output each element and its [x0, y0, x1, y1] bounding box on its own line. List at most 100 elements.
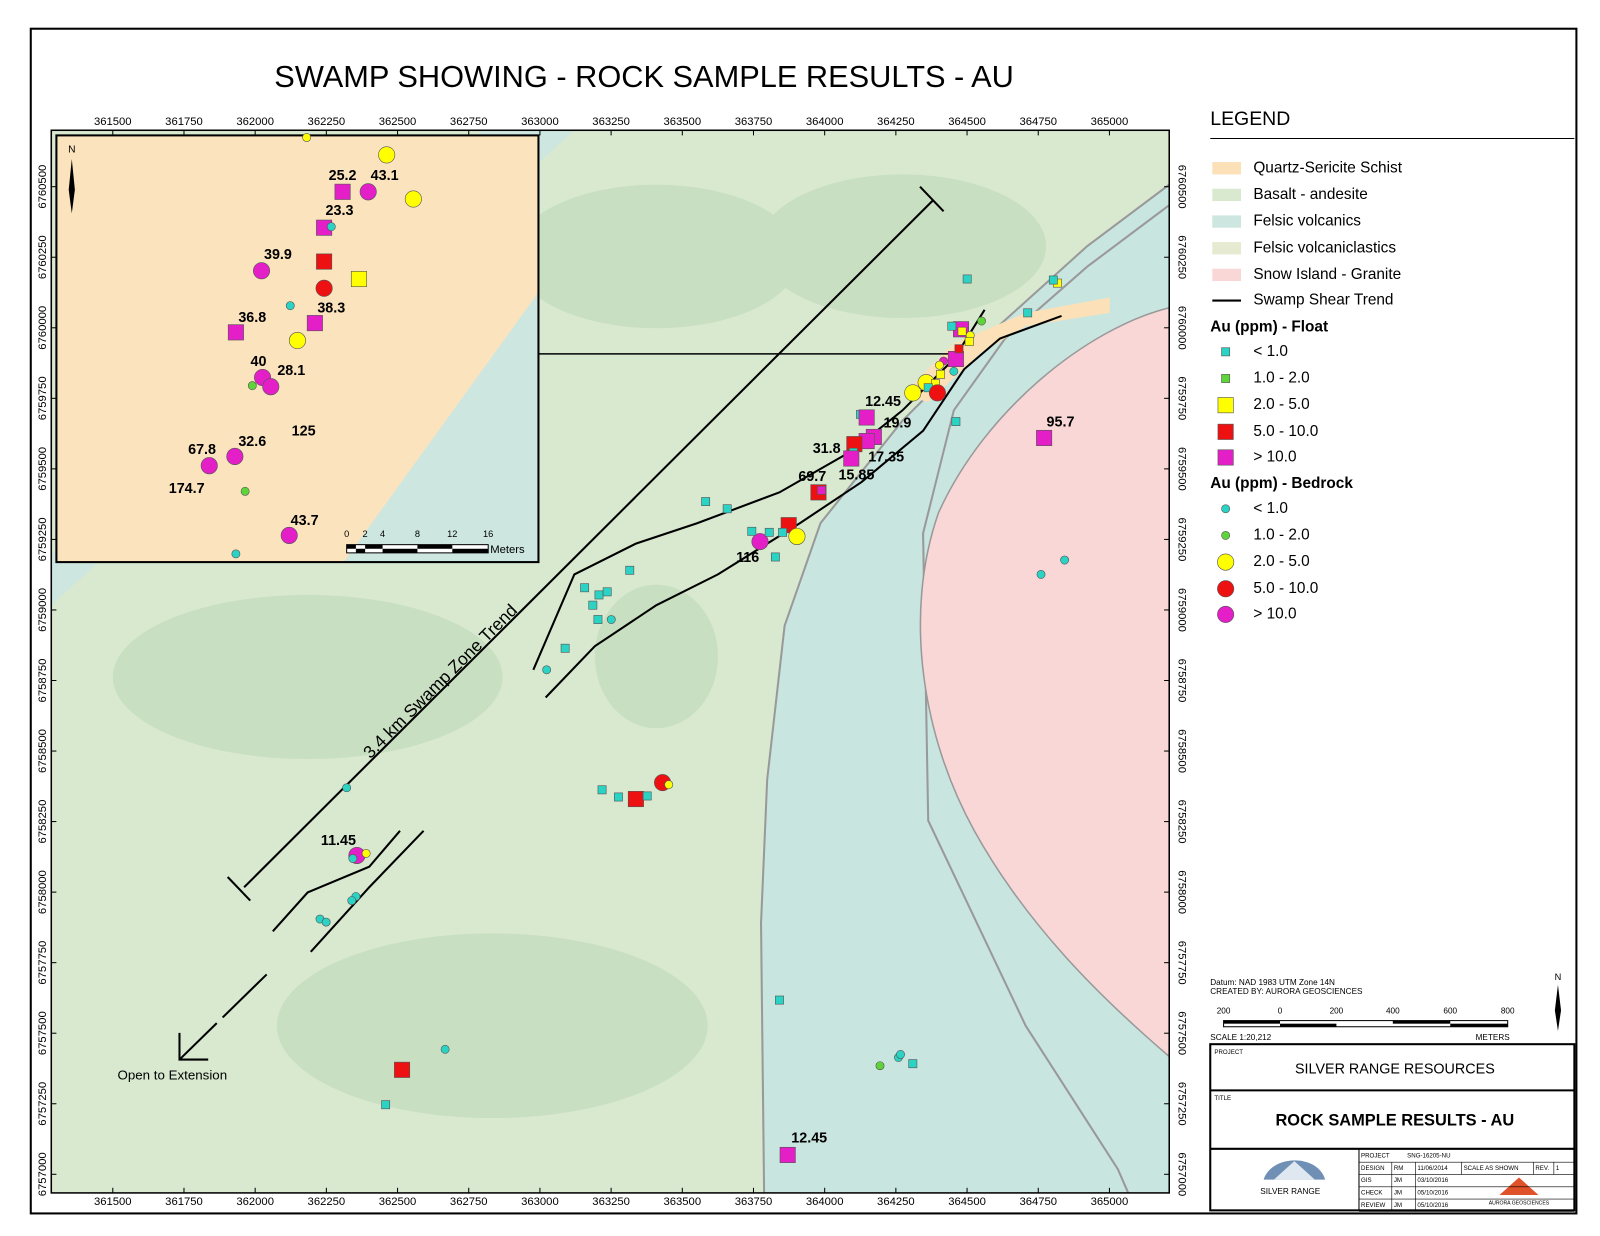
y-tick-label: 6760000 — [37, 306, 49, 350]
inset-sample-label: 23.3 — [326, 203, 354, 219]
float-sample — [306, 315, 323, 332]
bedrock-sample — [949, 366, 959, 376]
legend-label: 1.0 - 2.0 — [1253, 370, 1309, 387]
bedrock-sample — [1060, 555, 1070, 565]
float-sample — [764, 527, 774, 537]
sample-label: 116 — [736, 550, 759, 566]
float-sample — [334, 183, 351, 200]
inset-sample-label: 174.7 — [169, 481, 205, 497]
quartz-sericite-schist — [902, 297, 1110, 403]
table-cell: 05/10/2016 — [1417, 1202, 1448, 1209]
float-sample — [1221, 374, 1231, 383]
table-cell: 05/10/2016 — [1417, 1190, 1448, 1197]
x-tick-label: 365000 — [1091, 116, 1129, 128]
sample-label: 95.7 — [1047, 414, 1075, 430]
float-sample — [779, 1146, 796, 1163]
shear-line — [310, 830, 425, 953]
y-tick-label: 6758500 — [1176, 729, 1188, 773]
float-sample — [701, 497, 711, 506]
table-cell: REVIEW — [1361, 1202, 1385, 1209]
x-tick-label: 364750 — [1019, 116, 1057, 128]
legend-label: Snow Island - Granite — [1253, 266, 1401, 283]
table-cell: GIS — [1361, 1177, 1372, 1184]
bedrock-sample — [404, 190, 422, 208]
y-tick-label: 6758750 — [37, 659, 49, 703]
table-cell: 1 — [1556, 1165, 1560, 1172]
legend-swatch — [1212, 188, 1242, 202]
table-cell: DESIGN — [1361, 1165, 1385, 1172]
scale-ratio: SCALE 1:20,212 — [1210, 1033, 1271, 1042]
bedrock-sample — [231, 549, 241, 559]
x-tick-label: 363250 — [592, 116, 630, 128]
bedrock-sample — [302, 133, 312, 142]
inset-sample-label: 36.8 — [238, 310, 266, 326]
x-tick-label: 361750 — [165, 116, 203, 128]
inset-sample-label: 43.1 — [371, 168, 399, 184]
float-sample — [947, 351, 964, 368]
inset-scale-label: 0 — [344, 529, 349, 539]
float-sample — [381, 1100, 391, 1110]
scale-seg — [452, 548, 489, 553]
shear-line — [272, 830, 401, 933]
inset-sample-label: 38.3 — [317, 301, 345, 317]
float-sample — [593, 615, 603, 624]
sample-label: 19.9 — [883, 415, 911, 431]
sample-label: 31.8 — [813, 441, 841, 457]
project-name: SILVER RANGE RESOURCES — [1295, 1062, 1495, 1078]
float-sample — [951, 417, 961, 426]
float-sample — [858, 409, 875, 426]
bedrock-sample — [875, 1061, 885, 1071]
x-tick-label: 362750 — [450, 116, 488, 128]
legend-label: < 1.0 — [1253, 343, 1288, 360]
legend-label: < 1.0 — [1253, 500, 1288, 517]
float-sample — [316, 253, 333, 270]
granite — [919, 306, 1170, 1059]
float-sample — [1221, 347, 1231, 357]
y-tick-label: 6757750 — [37, 941, 49, 985]
bedrock-sample — [1217, 553, 1235, 571]
table-cell: JM — [1394, 1202, 1402, 1209]
inset-scale-label: 4 — [380, 529, 385, 539]
inset-sample-label: 28.1 — [277, 363, 305, 379]
bedrock-sample — [315, 279, 333, 297]
float-sample — [962, 274, 972, 284]
inset-scale-label: 2 — [363, 529, 368, 539]
scale-seg — [346, 544, 356, 549]
bedrock-sample — [542, 665, 552, 675]
float-sample — [1036, 429, 1053, 446]
float-sample — [625, 565, 635, 575]
inset-scale-label: 8 — [415, 529, 420, 539]
float-sample — [1023, 308, 1033, 318]
bedrock-sample — [262, 378, 280, 396]
bedrock-sample — [1036, 569, 1046, 579]
x-tick-label: 362500 — [379, 1196, 417, 1208]
arrow-head — [178, 1032, 209, 1061]
float-sample — [560, 643, 570, 653]
x-tick-label: 361500 — [94, 1196, 132, 1208]
float-sample — [1217, 423, 1234, 440]
terrain-patch — [594, 584, 718, 729]
legend-label: > 10.0 — [1253, 605, 1296, 622]
terrain-patch — [112, 594, 503, 760]
scale-seg — [1223, 1020, 1280, 1024]
x-tick-label: 361750 — [165, 1196, 203, 1208]
float-sample — [778, 527, 787, 537]
bedrock-sample — [977, 316, 986, 326]
bedrock-sample — [359, 183, 377, 201]
project-label: PROJECT — [1214, 1049, 1243, 1056]
y-tick-label: 6757250 — [1176, 1082, 1188, 1126]
trend-cap — [226, 876, 251, 902]
trend-cap — [919, 185, 945, 213]
sample-label: 69.7 — [798, 469, 826, 485]
y-tick-label: 6759000 — [1176, 588, 1188, 632]
shear-line — [544, 314, 1062, 699]
bedrock-sample — [247, 381, 257, 391]
scale-seg — [382, 548, 418, 553]
inset-sample-label: 32.6 — [238, 434, 266, 450]
x-tick-label: 362500 — [379, 116, 417, 128]
y-tick-label: 6757250 — [37, 1082, 49, 1126]
x-tick-label: 362250 — [308, 1196, 346, 1208]
terrain-patch — [758, 174, 1047, 318]
inset-labels: 25.2 43.1 23.3 39.9 38.3 36.8 40 28.1 125 67.8 32.… — [169, 168, 399, 529]
float-sample — [350, 270, 367, 287]
